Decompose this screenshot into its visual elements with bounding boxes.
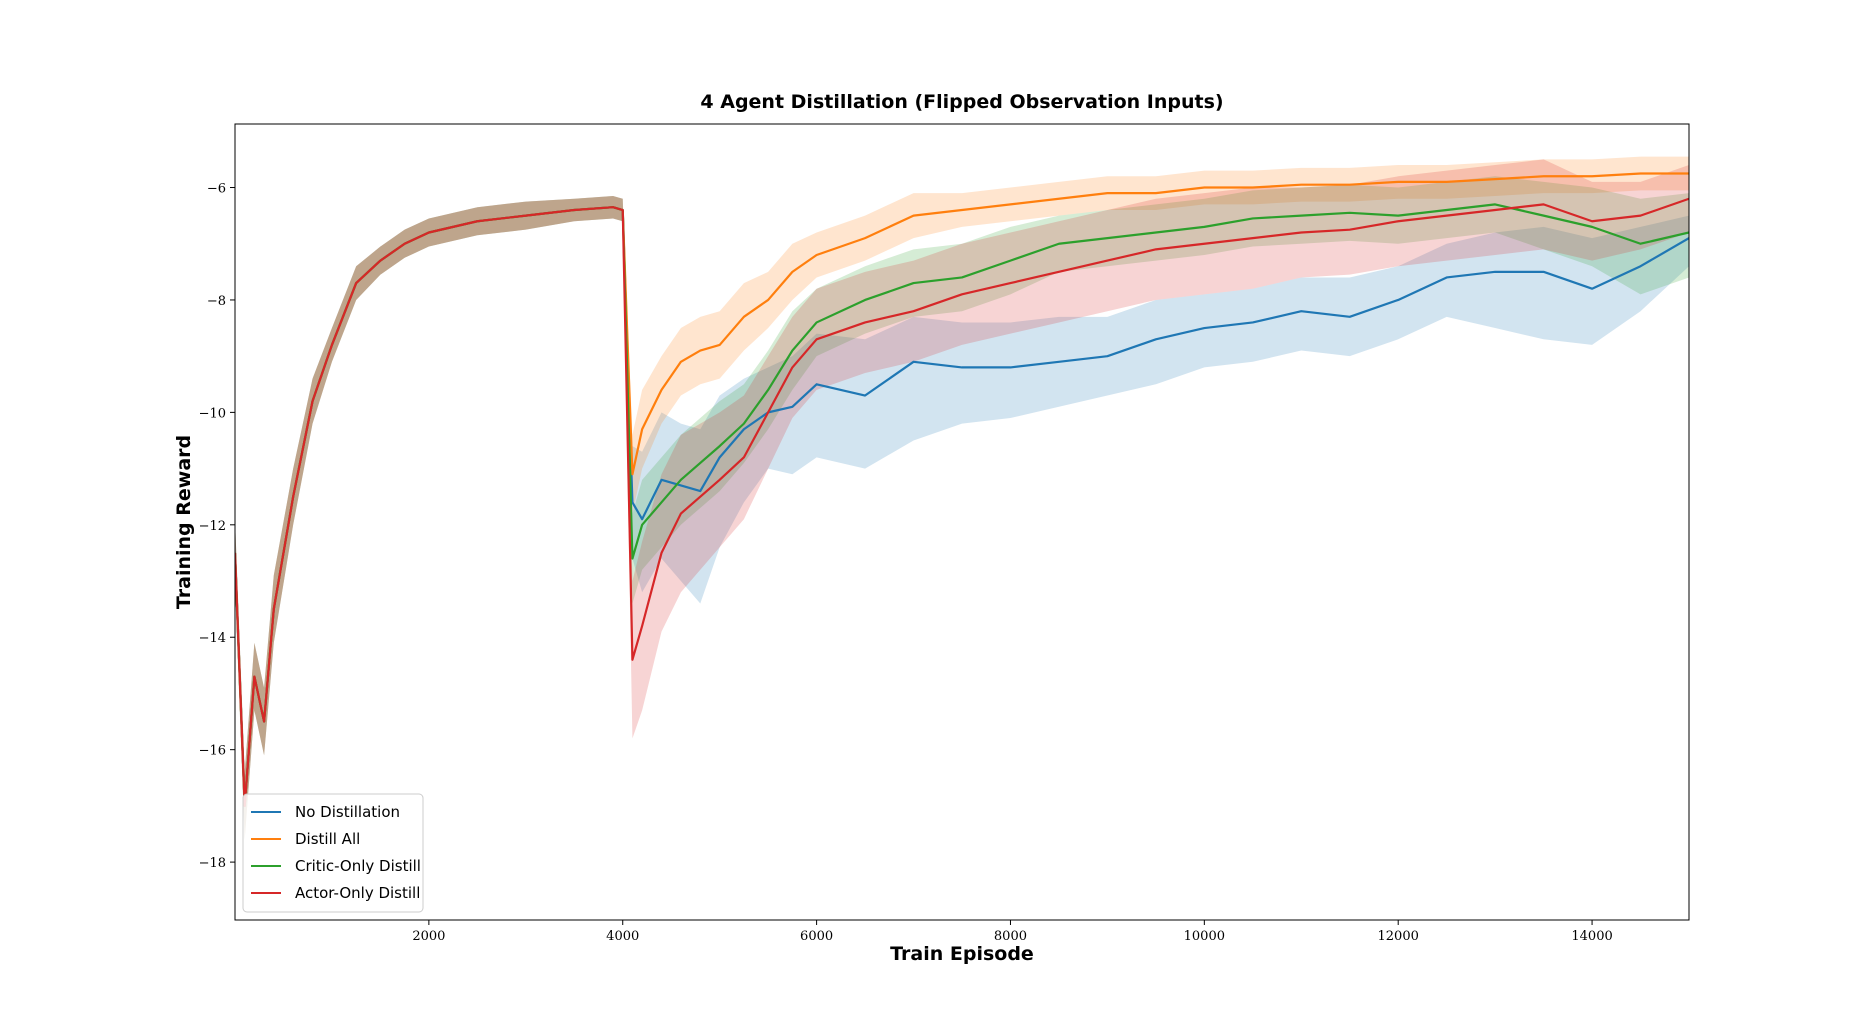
legend-label: Distill All — [295, 830, 360, 848]
x-tick-label: 10000 — [1184, 929, 1225, 944]
x-tick-label: 4000 — [606, 929, 639, 944]
x-tick-label: 6000 — [800, 929, 833, 944]
x-tick-label: 14000 — [1571, 929, 1612, 944]
legend-box — [242, 793, 424, 913]
y-tick-label: −6 — [207, 182, 226, 197]
x-tick-label: 2000 — [412, 929, 445, 944]
x-axis-label: Train Episode — [890, 943, 1034, 965]
axes-frame — [234, 123, 1690, 921]
y-axis-label: Training Reward — [173, 435, 195, 609]
confidence-band — [235, 176, 1689, 840]
y-tick-label: −10 — [199, 406, 226, 421]
y-tick-label: −16 — [199, 744, 226, 759]
x-tick-label: 12000 — [1378, 929, 1419, 944]
x-tick-label: 8000 — [994, 929, 1027, 944]
y-tick-label: −18 — [199, 856, 226, 871]
chart-title: 4 Agent Distillation (Flipped Observatio… — [700, 91, 1223, 113]
line — [235, 197, 1689, 807]
legend-label: Critic-Only Distill — [295, 857, 421, 875]
legend-label: No Distillation — [295, 803, 400, 821]
y-tick-label: −8 — [207, 294, 226, 309]
legend-label: Actor-Only Distill — [295, 884, 420, 902]
plot-area — [235, 156, 1689, 840]
y-tick-label: −14 — [199, 631, 226, 646]
y-tick-label: −12 — [199, 519, 226, 534]
